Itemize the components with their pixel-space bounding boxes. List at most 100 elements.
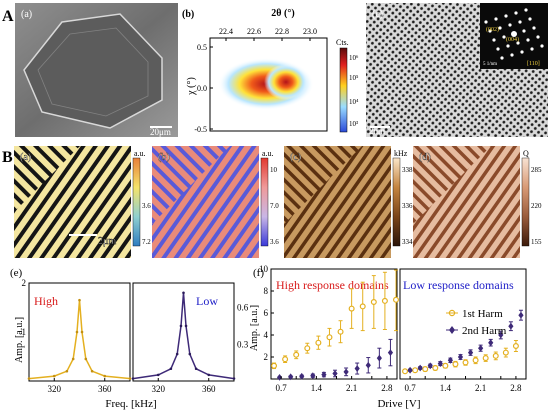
spectrum-point — [75, 330, 79, 334]
harmonic-x-tick-label: 2.8 — [510, 383, 522, 393]
harmonic-x-tick-label: 1.4 — [311, 383, 323, 393]
harmonic-1st-point — [271, 362, 278, 369]
spectrum-x-tick-label: 320 — [152, 384, 166, 394]
harmonic-y-tick-label: 8 — [264, 286, 269, 296]
harmonic-low-frame — [399, 268, 527, 380]
legend-1st-marker — [448, 309, 456, 317]
pfm-colorbar-tick-label: 220 — [531, 202, 542, 210]
xrd-x-tick-label: 23.0 — [303, 27, 317, 36]
legend-1st-label: 1st Harm — [462, 308, 503, 320]
spectrum-point — [194, 367, 198, 371]
spectrum-point — [232, 377, 236, 380]
harmonic-x-tick-label: 2.8 — [381, 383, 393, 393]
spectrum-panel: (e) Amp. [a.u.] High Low 320 360 320 360 1 2 0… — [10, 267, 249, 410]
pfm-map-b-domain — [152, 146, 230, 224]
diffraction-spot — [528, 17, 532, 21]
xrd-colorbar-ticks: 10⁶ 10⁵ 10⁴ 10³ — [349, 54, 359, 128]
spectrum-point — [71, 357, 75, 361]
xrd-y-tick-label: -0.5 — [194, 125, 207, 134]
diffraction-spot — [484, 20, 488, 24]
harmonic-1st-point — [452, 361, 459, 368]
sem-panel-label: (a) — [21, 9, 32, 20]
xrd-colorbar-tick-label: 10⁶ — [349, 54, 359, 62]
harmonic-high-title: High response domains — [276, 278, 389, 292]
diffraction-spot — [530, 47, 534, 51]
harmonic-2nd-point — [332, 370, 338, 377]
pfm-panel-label: (a) — [20, 152, 31, 163]
harmonic-1st-point — [392, 296, 399, 303]
pfm-scale-bar — [69, 234, 97, 236]
spectrum-point — [175, 352, 179, 356]
xrd-colorbar-tick-label: 10⁵ — [349, 74, 359, 82]
xrd-y-title: χ (°) — [186, 77, 197, 96]
diffraction-spot — [498, 26, 502, 30]
harmonic-x-tick-label: 0.7 — [404, 383, 416, 393]
pfm-colorbar-title: a.u. — [262, 149, 274, 158]
diffraction-spot — [496, 47, 500, 51]
harmonic-2nd-point — [354, 365, 360, 372]
diffraction-spot — [526, 38, 530, 42]
xrd-colorbar-title: Cts. — [336, 38, 349, 47]
harmonic-1st-point — [412, 367, 419, 374]
harmonic-high-frame — [270, 268, 398, 380]
harmonic-x-title: Drive [V] — [377, 398, 420, 410]
diffraction-spot — [506, 44, 510, 48]
pfm-colorbar — [521, 157, 530, 247]
sem-panel: (a) 20μm — [15, 3, 178, 137]
harmonic-x-tick-label: 0.7 — [275, 383, 287, 393]
harmonic-1st-point — [422, 366, 429, 373]
spectrum-point — [78, 298, 81, 302]
inset-label-zone-axis: [110] — [527, 61, 540, 67]
pfm-colorbar — [132, 157, 141, 247]
harmonic-2nd-point — [437, 360, 443, 367]
hexagonal-crystal — [23, 13, 163, 129]
spectrum-high-frame — [28, 282, 131, 382]
spectrum-point — [80, 330, 84, 334]
diffraction-spot — [536, 35, 540, 39]
diffraction-spot — [488, 29, 492, 33]
harmonic-2nd-point — [376, 354, 382, 362]
spectrum-y-title: Amp. [a.u.] — [14, 317, 25, 363]
xrd-panel: (b) 2θ (°) 22.4 22.6 22.8 23.0 0.5 0.0 -0.5 χ … — [182, 8, 359, 134]
tem-scale-bar — [370, 126, 390, 128]
spectrum-y-tick-label: 1 — [22, 327, 27, 337]
harmonic-2nd-point — [288, 373, 294, 381]
diffraction-spot — [532, 26, 536, 30]
diffraction-spot — [510, 53, 514, 57]
spectrum-x-tick-label: 360 — [202, 384, 216, 394]
diffraction-spot — [500, 56, 504, 60]
harmonic-2nd-point — [365, 361, 371, 369]
xrd-x-tick-label: 22.4 — [219, 27, 233, 36]
diffraction-spot — [514, 11, 518, 15]
inset-label-004: (004) — [506, 36, 519, 43]
harmonic-2nd-point — [407, 366, 413, 374]
harmonic-1st-point — [337, 328, 344, 335]
diffraction-spot — [518, 20, 522, 24]
spectrum-y-tick-label-right: 0.3 — [237, 339, 249, 349]
diffraction-spot — [524, 8, 528, 12]
diffraction-spot — [502, 35, 506, 39]
pfm-colorbar-title: kHz — [394, 149, 408, 158]
pfm-colorbar-tick-label: 7.0 — [270, 202, 279, 210]
pfm-colorbar-tick-label: 10 — [270, 166, 278, 174]
harmonic-1st-point — [304, 345, 311, 352]
harmonic-1st-point — [502, 349, 509, 356]
pfm-colorbar-tick-label: 7.2 — [142, 238, 151, 246]
harmonic-1st-point — [359, 303, 366, 310]
pfm-panel-b — [152, 146, 259, 258]
spectrum-curve-high — [28, 300, 131, 380]
spectrum-y-tick-label-right: 0.6 — [237, 303, 249, 313]
harmonic-x-tick-label: 2.1 — [475, 383, 486, 393]
pfm-colorbar-tick-label: 334 — [402, 238, 413, 246]
harmonic-1st-point — [402, 368, 409, 375]
inset-scale-label: 5 1/nm — [483, 62, 497, 67]
sem-scale-bar-label: 20μm — [150, 127, 171, 137]
spectrum-x-tick-label: 320 — [48, 384, 62, 394]
pfm-panel-d — [413, 146, 520, 258]
harmonic-y-tick-label: 4 — [264, 330, 269, 340]
harmonic-2nd-point — [276, 373, 283, 381]
xrd-colorbar — [339, 47, 348, 133]
spectrum-point — [179, 324, 183, 328]
